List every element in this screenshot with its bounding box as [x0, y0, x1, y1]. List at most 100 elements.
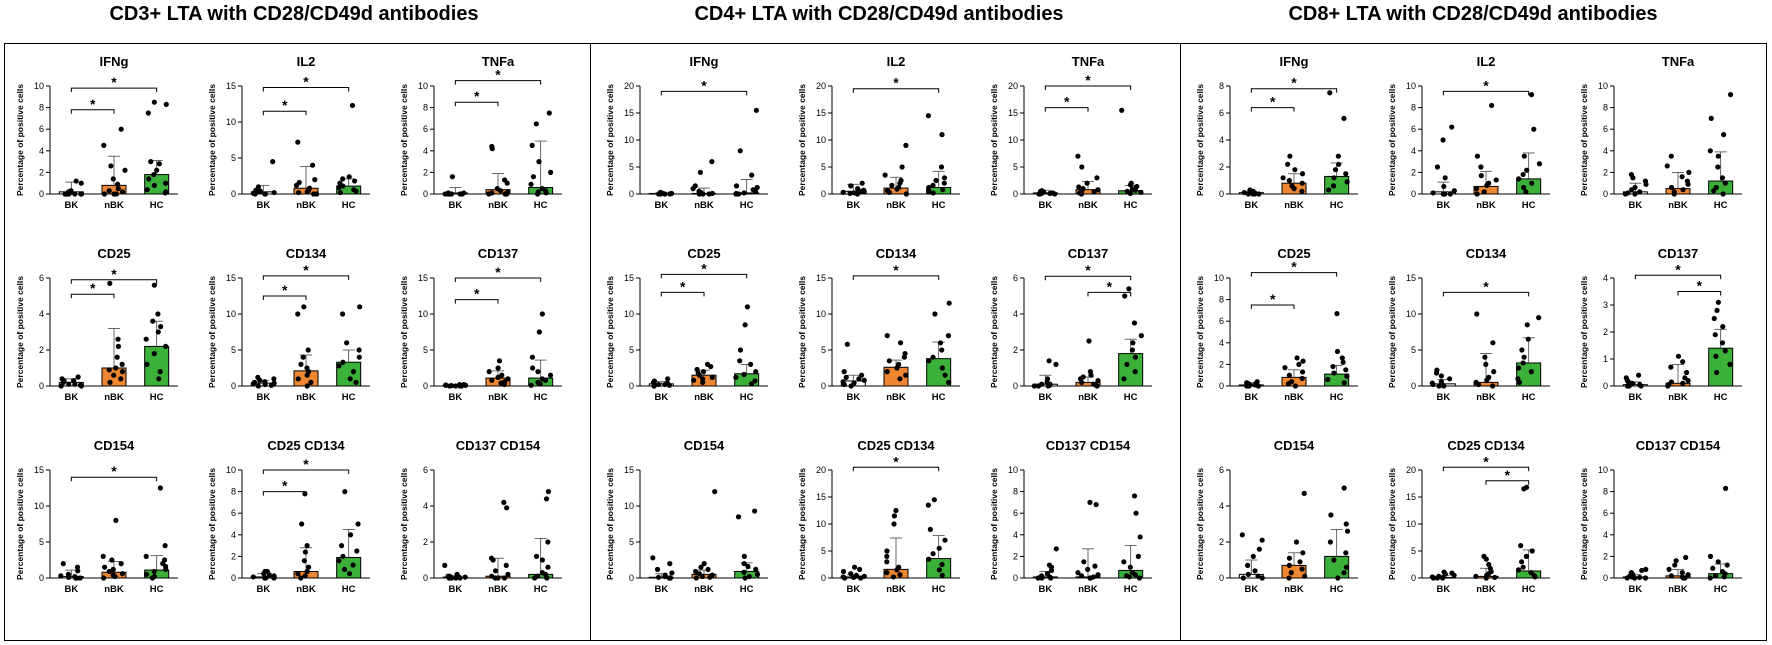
data-point: [143, 571, 150, 577]
significance-bracket: [1442, 90, 1530, 96]
x-tick-label: HC: [150, 392, 164, 403]
y-tick-label: 6: [1219, 108, 1224, 118]
significance-star: *: [1675, 261, 1681, 277]
panel-title: CD137 CD154: [1636, 438, 1721, 453]
data-point: [1675, 353, 1682, 359]
y-tick-label: 0: [821, 573, 826, 583]
y-axis-label: Percentage of positive cells: [797, 84, 807, 196]
data-point: [1031, 383, 1037, 389]
data-point: [890, 574, 897, 580]
x-tick-label: BK: [64, 392, 78, 403]
data-point: [352, 178, 358, 184]
data-point: [1300, 550, 1306, 556]
y-tick-label: 10: [1598, 465, 1608, 475]
y-tick-label: 5: [1013, 162, 1018, 172]
data-point: [752, 508, 758, 514]
data-point: [1636, 372, 1642, 378]
data-point: [1429, 380, 1435, 386]
y-tick-label: 0: [1603, 189, 1608, 199]
data-point: [1330, 183, 1337, 189]
data-point: [151, 182, 157, 188]
significance-star: *: [303, 73, 309, 89]
data-point: [495, 365, 501, 371]
data-point: [503, 562, 509, 568]
data-point: [936, 567, 942, 573]
panel-title: CD137: [1068, 246, 1108, 261]
panel-title: IFNg: [100, 54, 129, 69]
data-point: [449, 174, 456, 180]
data-point: [115, 181, 121, 187]
data-point: [262, 379, 268, 385]
y-axis-label: Percentage of positive cells: [1195, 468, 1205, 580]
data-point: [655, 574, 662, 580]
y-axis-label: Percentage of positive cells: [1579, 276, 1589, 388]
data-point: [452, 383, 459, 389]
section-divider-2: [1180, 43, 1181, 641]
data-point: [737, 148, 743, 154]
data-point: [1080, 374, 1086, 380]
x-tick-label: nBK: [104, 584, 124, 595]
y-tick-label: 2: [1219, 537, 1224, 547]
y-tick-label: 8: [39, 103, 44, 113]
data-point: [1250, 553, 1256, 559]
data-point: [1632, 191, 1638, 197]
data-point: [302, 573, 308, 579]
y-tick-label: 2: [1411, 167, 1416, 177]
data-point: [930, 182, 936, 188]
data-point: [1491, 369, 1497, 375]
data-point: [939, 572, 945, 578]
y-tick-label: 5: [231, 345, 236, 355]
data-point: [72, 573, 78, 580]
data-point: [861, 187, 867, 193]
y-axis-label: Percentage of positive cells: [605, 468, 615, 580]
data-point: [1245, 571, 1251, 577]
section-title-cd4: CD4+ LTA with CD28/CD49d antibodies: [694, 3, 1064, 25]
x-tick-label: BK: [1038, 200, 1052, 211]
y-tick-label: 4: [423, 501, 428, 511]
y-tick-label: 8: [1219, 81, 1224, 91]
data-point: [938, 164, 945, 170]
data-point: [150, 318, 156, 324]
data-point: [742, 322, 748, 328]
data-point: [859, 180, 865, 186]
y-tick-label: 10: [816, 309, 826, 319]
data-point: [78, 191, 85, 197]
data-point: [340, 176, 346, 182]
data-point: [848, 183, 854, 189]
data-point: [940, 187, 946, 193]
data-point: [156, 161, 162, 167]
data-point: [690, 377, 697, 383]
y-tick-label: 10: [1214, 273, 1224, 283]
y-axis-label: Percentage of positive cells: [207, 84, 217, 196]
x-tick-label: nBK: [694, 200, 714, 211]
x-tick-label: HC: [342, 584, 356, 595]
data-point: [1637, 382, 1643, 388]
y-tick-label: 10: [418, 81, 428, 91]
data-point: [942, 372, 948, 378]
data-point: [1531, 126, 1537, 132]
y-tick-label: 20: [816, 81, 826, 91]
data-point: [1714, 307, 1720, 313]
chart-panel: CD137 Percentage of positive cells 0 5 10 15 B…: [399, 246, 562, 403]
panel-title: CD25: [1277, 246, 1310, 261]
data-point: [930, 354, 936, 360]
data-point: [1671, 189, 1677, 195]
data-point: [654, 566, 661, 572]
data-point: [840, 379, 846, 385]
data-point: [1299, 375, 1305, 382]
data-point: [71, 378, 77, 384]
chart-panel: CD137 CD154 Percentage of positive cells 0…: [399, 438, 562, 595]
data-point: [489, 573, 495, 579]
data-point: [1679, 174, 1685, 180]
significance-star: *: [1064, 94, 1070, 110]
data-point: [106, 188, 112, 194]
data-point: [535, 189, 541, 195]
data-point: [709, 374, 715, 380]
chart-panel: TNFa Percentage of positive cells 0 2 4 6 8 10 B…: [399, 54, 562, 211]
y-tick-label: 6: [1013, 508, 1018, 518]
data-point: [1086, 338, 1092, 344]
significance-star: *: [111, 266, 117, 282]
data-point: [143, 336, 149, 342]
data-point: [1666, 566, 1672, 572]
y-tick-label: 2: [39, 167, 44, 177]
